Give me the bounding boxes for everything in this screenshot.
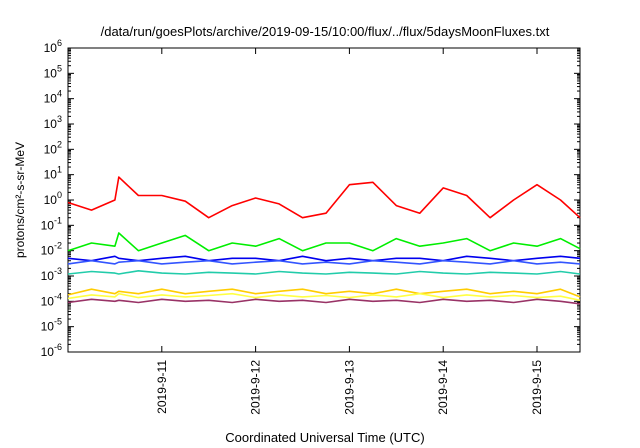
series-line-1 <box>67 176 581 219</box>
series-group <box>67 176 581 305</box>
series-line-5 <box>67 270 581 275</box>
series-line-4 <box>67 259 581 265</box>
y-tick-label: 10-5 <box>41 317 62 334</box>
y-tick-label: 101 <box>44 165 62 182</box>
y-tick-label: 106 <box>44 38 62 55</box>
x-tick-label: 2019-9-15 <box>530 360 544 415</box>
x-tick-label: 2019-9-13 <box>342 360 356 415</box>
y-tick-label: 102 <box>44 139 62 156</box>
series-line-8 <box>67 298 581 305</box>
plot-frame <box>67 47 581 353</box>
y-axis-label: protons/cm²-s-sr-MeV <box>13 142 27 258</box>
y-tick-label: 104 <box>44 89 62 106</box>
x-axis-label: Coordinated Universal Time (UTC) <box>225 430 424 445</box>
series-line-6 <box>67 288 581 298</box>
chart-title: /data/run/goesPlots/archive/2019-09-15/1… <box>101 24 550 39</box>
series-line-2 <box>67 232 581 252</box>
y-tick-label: 10-3 <box>41 266 62 283</box>
x-tick-label: 2019-9-11 <box>155 360 169 414</box>
y-axis: 10-6 10-5 10-4 10-3 10-2 10-1 100 101 102 103 104 1… <box>41 38 580 359</box>
y-tick-label: 103 <box>44 114 62 131</box>
series-line-7 <box>67 292 581 302</box>
y-tick-label: 100 <box>44 190 62 207</box>
y-tick-label: 10-4 <box>41 291 62 308</box>
y-tick-label: 10-1 <box>41 215 62 232</box>
y-tick-label: 105 <box>44 63 62 80</box>
y-tick-label: 10-6 <box>41 342 62 359</box>
x-axis: 2019-9-11 2019-9-12 2019-9-13 2019-9-14 2019… <box>155 48 544 415</box>
x-tick-label: 2019-9-14 <box>436 360 450 415</box>
series-line-3 <box>67 255 581 262</box>
x-tick-label: 2019-9-12 <box>249 360 263 415</box>
y-tick-label: 10-2 <box>41 241 62 258</box>
